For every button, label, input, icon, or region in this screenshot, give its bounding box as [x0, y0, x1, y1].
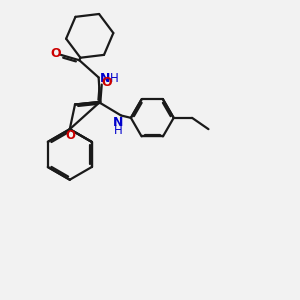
- Text: O: O: [50, 47, 61, 60]
- Text: N: N: [113, 116, 123, 128]
- Text: H: H: [114, 124, 122, 137]
- Text: O: O: [65, 129, 75, 142]
- Text: H: H: [110, 72, 118, 85]
- Text: O: O: [102, 76, 112, 89]
- Text: N: N: [100, 72, 110, 85]
